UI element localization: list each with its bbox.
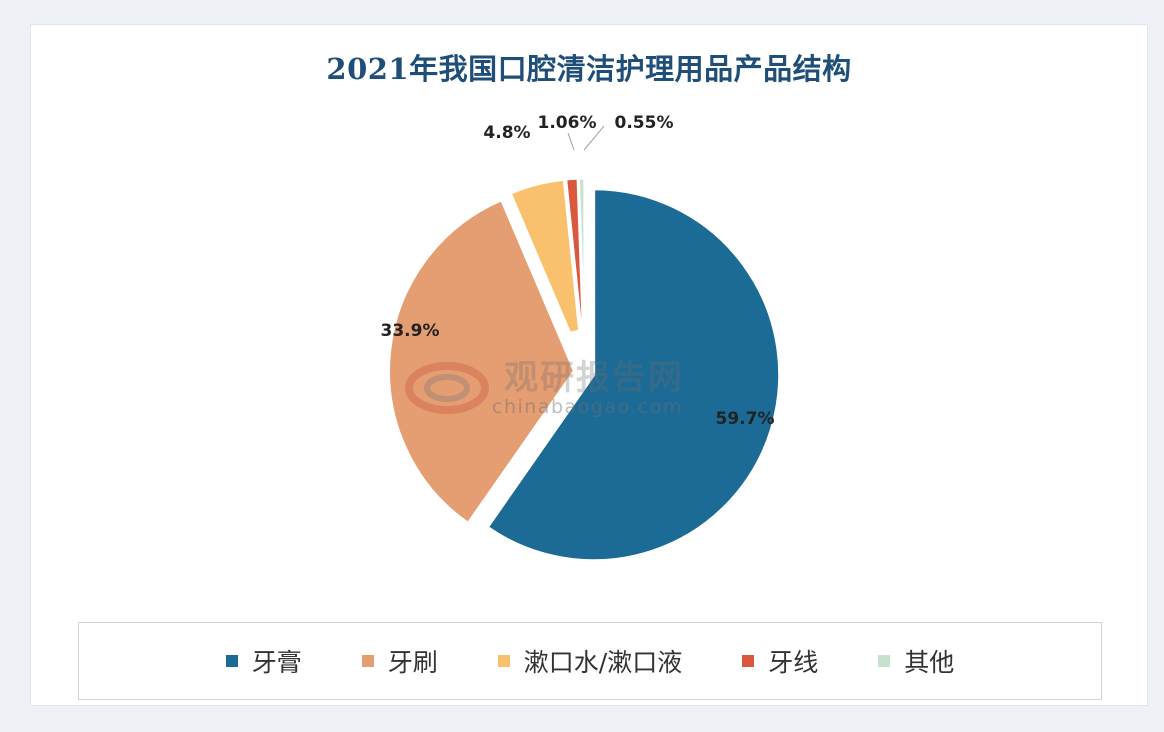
legend-label: 牙刷 bbox=[387, 648, 438, 677]
slice-labels: 59.7% 33.9% 4.8% 1.06% 0.55% bbox=[381, 113, 775, 429]
legend: 牙膏 牙刷 漱口水/漱口液 牙线 其他 bbox=[78, 622, 1102, 700]
pie-slice-0 bbox=[485, 187, 782, 563]
slice-label-3: 1.06% bbox=[538, 113, 597, 133]
legend-swatch bbox=[361, 655, 374, 667]
leader-lines bbox=[567, 125, 605, 151]
legend-item-floss: 牙线 bbox=[742, 643, 818, 679]
legend-item-toothpaste: 牙膏 bbox=[225, 643, 302, 679]
legend-item-mouthwash: 漱口水/漱口液 bbox=[497, 643, 683, 679]
pie-slice-4 bbox=[576, 176, 587, 344]
slice-label-1: 33.9% bbox=[381, 321, 440, 341]
legend-item-toothbrush: 牙刷 bbox=[361, 643, 438, 679]
chart-title: 2021年我国口腔清洁护理用品产品结构 bbox=[326, 52, 852, 86]
legend-swatch bbox=[878, 655, 891, 667]
legend-swatch bbox=[742, 655, 755, 667]
legend-label: 牙线 bbox=[768, 648, 819, 677]
legend-swatch bbox=[497, 655, 510, 667]
legend-item-other: 其他 bbox=[878, 643, 954, 679]
legend-label: 牙膏 bbox=[251, 648, 302, 677]
slice-label-2: 4.8% bbox=[483, 123, 530, 143]
leader-line-0 bbox=[567, 132, 575, 151]
slice-label-4: 0.55% bbox=[615, 113, 674, 133]
chart-frame bbox=[30, 24, 1148, 706]
pie-slice-1 bbox=[387, 197, 577, 526]
leader-line-1 bbox=[583, 125, 605, 151]
legend-label: 漱口水/漱口液 bbox=[523, 648, 683, 677]
pie-slices bbox=[387, 176, 782, 563]
legend-swatch bbox=[225, 655, 238, 667]
legend-label: 其他 bbox=[904, 648, 955, 677]
slice-label-0: 59.7% bbox=[716, 409, 775, 429]
